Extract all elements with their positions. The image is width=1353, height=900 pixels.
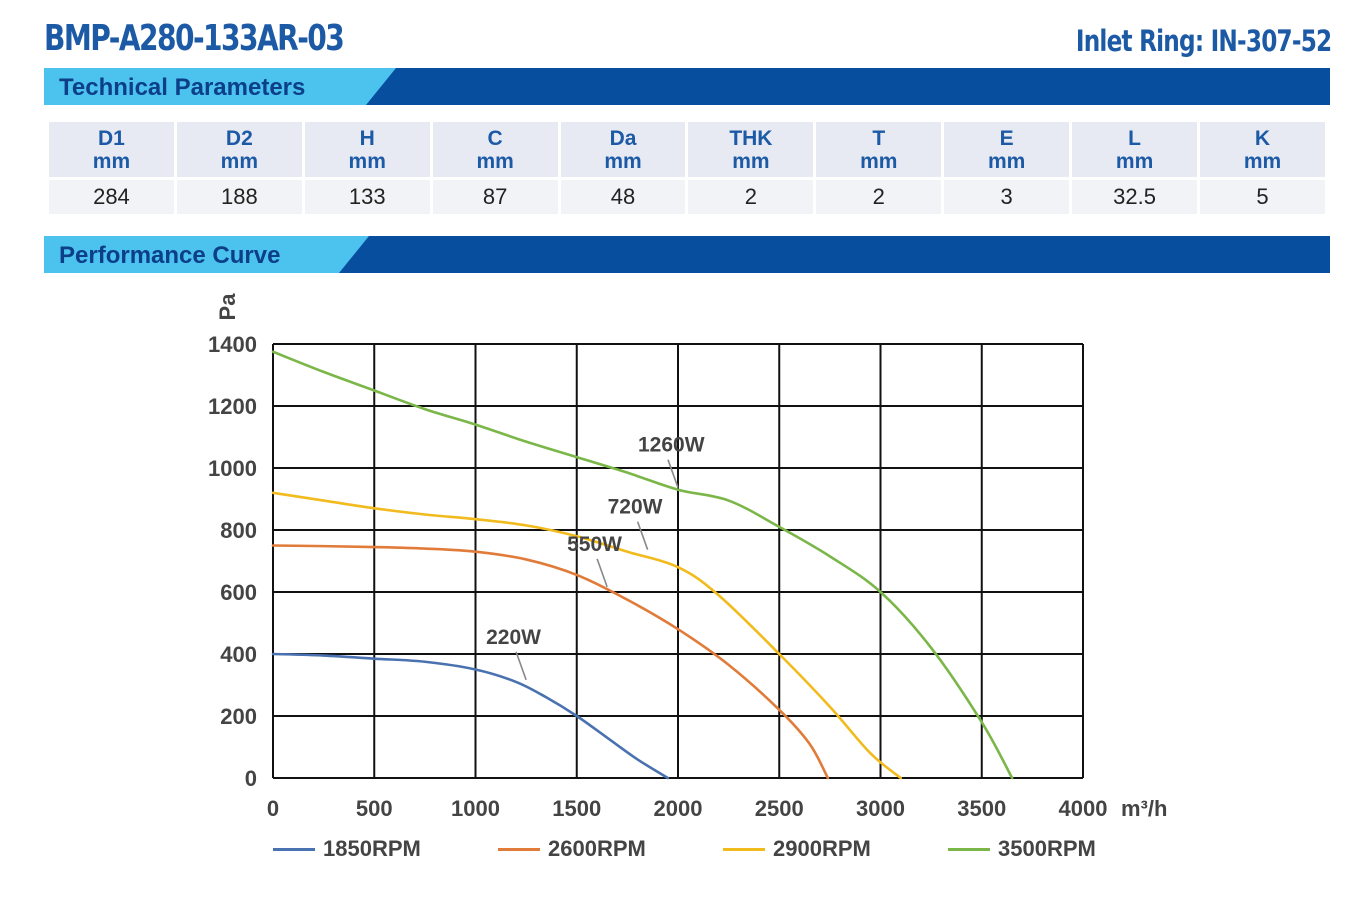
param-value: 2	[688, 180, 814, 214]
annotation-leader-line	[667, 459, 679, 488]
param-value: 2	[816, 180, 942, 214]
param-name: C	[487, 126, 503, 150]
param-value: 87	[432, 180, 558, 214]
inlet-ring-label: Inlet Ring: IN-307-52	[1075, 24, 1331, 58]
x-tick-label: 3000	[856, 796, 905, 821]
x-tick-label: 500	[356, 796, 393, 821]
param-header: Da mm	[560, 122, 686, 177]
parameters-value-row: 284 188 133 87 48 2 2 3 32.5 5	[49, 180, 1325, 214]
param-unit: mm	[732, 149, 770, 173]
legend-label: 1850RPM	[323, 836, 421, 861]
param-unit: mm	[92, 149, 131, 173]
series-line-2600rpm	[271, 544, 830, 780]
legend-label: 3500RPM	[998, 836, 1096, 861]
param-unit: mm	[604, 149, 642, 173]
param-value: 5	[1200, 180, 1325, 214]
param-unit: mm	[1243, 149, 1282, 173]
param-value: 284	[49, 180, 174, 214]
param-unit: mm	[476, 149, 514, 173]
y-tick-label: 800	[220, 518, 257, 543]
param-name: THK	[729, 126, 773, 150]
param-header: D2 mm	[176, 122, 302, 177]
param-value: 48	[560, 180, 686, 214]
param-unit: mm	[220, 149, 259, 173]
x-tick-label: 0	[267, 796, 279, 821]
param-name: Da	[609, 126, 637, 150]
x-tick-label: 1500	[552, 796, 601, 821]
performance-curve-header: Performance Curve	[44, 236, 1330, 273]
legend-item-2600rpm: 2600RPM	[498, 836, 646, 862]
legend-item-2900rpm: 2900RPM	[723, 836, 871, 862]
param-name: H	[359, 126, 375, 150]
param-value: 188	[176, 180, 302, 214]
param-name: L	[1128, 126, 1141, 150]
x-tick-label: 2000	[654, 796, 703, 821]
param-unit: mm	[860, 149, 898, 173]
x-tick-label: 1000	[451, 796, 500, 821]
annotation-label: 1260W	[638, 434, 705, 457]
y-axis-label: Pa	[215, 293, 240, 321]
y-tick-label: 400	[220, 642, 257, 667]
param-value: 133	[304, 180, 430, 214]
annotation-label: 550W	[567, 533, 622, 556]
legend-label: 2600RPM	[548, 836, 646, 861]
series-line-3500rpm	[271, 350, 1014, 780]
model-title: BMP-A280-133AR-03	[44, 18, 345, 59]
header-accent	[44, 68, 396, 105]
param-name: D2	[225, 126, 253, 150]
technical-parameters-title: Technical Parameters	[59, 74, 306, 101]
technical-parameters-header: Technical Parameters	[44, 68, 1330, 105]
y-tick-label: 1400	[208, 332, 257, 357]
legend-swatch	[498, 847, 540, 851]
annotation-leader-line	[515, 651, 527, 681]
x-tick-label: 3500	[957, 796, 1006, 821]
legend-item-3500rpm: 3500RPM	[948, 836, 1096, 862]
header-accent	[44, 236, 369, 273]
y-tick-label: 200	[220, 704, 257, 729]
legend-swatch	[273, 847, 315, 851]
performance-curve-title: Performance Curve	[59, 242, 281, 269]
param-name: K	[1254, 126, 1271, 150]
legend-item-1850rpm: 1850RPM	[273, 836, 421, 862]
annotation-label: 220W	[486, 626, 541, 649]
param-name: D1	[98, 126, 125, 150]
param-value: 3	[944, 180, 1070, 214]
legend-swatch	[948, 847, 990, 851]
annotation-label: 720W	[608, 496, 663, 519]
param-name: E	[999, 126, 1014, 150]
y-tick-label: 600	[220, 580, 257, 605]
x-axis-label: m³/h	[1121, 796, 1167, 821]
param-unit: mm	[348, 149, 386, 173]
y-tick-label: 1000	[208, 456, 257, 481]
param-unit: mm	[1115, 149, 1154, 173]
x-tick-label: 4000	[1059, 796, 1108, 821]
param-header: D1 mm	[49, 122, 174, 177]
param-unit: mm	[988, 149, 1026, 173]
y-tick-label: 1200	[208, 394, 257, 419]
annotation-leader-line	[596, 558, 608, 588]
y-tick-label: 0	[245, 766, 257, 791]
series-line-2900rpm	[271, 491, 903, 780]
x-tick-label: 2500	[755, 796, 804, 821]
annotation-leader-line	[636, 521, 649, 550]
series-line-1850rpm	[271, 652, 670, 780]
legend-label: 2900RPM	[773, 836, 871, 861]
param-value: 32.5	[1072, 180, 1198, 214]
param-header: THK mm	[688, 122, 814, 177]
param-name: T	[872, 126, 886, 150]
legend-swatch	[723, 847, 765, 851]
